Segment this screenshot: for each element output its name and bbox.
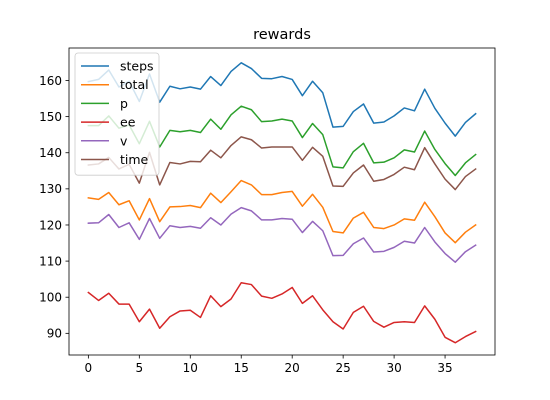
legend-label-ee: ee <box>120 115 136 130</box>
series-line-ee <box>87 282 477 344</box>
y-tick-label: 110 <box>39 254 62 268</box>
plot-frame <box>68 47 496 356</box>
y-tick-label: 160 <box>39 74 62 88</box>
y-tick-label: 90 <box>47 327 62 341</box>
y-tick-label: 100 <box>39 291 62 305</box>
y-tick-label: 150 <box>39 110 62 124</box>
x-tick-label: 10 <box>183 361 198 375</box>
legend: steps total p ee v time <box>74 52 160 176</box>
x-tick-label: 0 <box>85 361 93 375</box>
x-tick-label: 30 <box>386 361 401 375</box>
y-tick-label: 120 <box>39 218 62 232</box>
y-tick-label: 140 <box>39 146 62 160</box>
legend-label-p: p <box>120 96 128 111</box>
series-line-total <box>87 179 477 244</box>
x-tick-label: 15 <box>234 361 249 375</box>
axes-layer: 0 5 10 15 20 25 30 35 90 100 110 120 130 140 150 160 <box>39 47 496 375</box>
legend-label-steps: steps <box>120 59 154 74</box>
x-tick-label: 5 <box>136 361 144 375</box>
series-line-v <box>87 206 477 263</box>
chart-title: rewards <box>253 27 311 43</box>
x-tick-label: 20 <box>285 361 300 375</box>
y-tick-label: 130 <box>39 182 62 196</box>
legend-label-total: total <box>120 77 149 92</box>
legend-box <box>74 52 160 176</box>
x-tick-label: 25 <box>336 361 351 375</box>
legend-label-v: v <box>120 133 128 148</box>
legend-label-time: time <box>120 152 149 167</box>
x-tick-label: 35 <box>437 361 452 375</box>
